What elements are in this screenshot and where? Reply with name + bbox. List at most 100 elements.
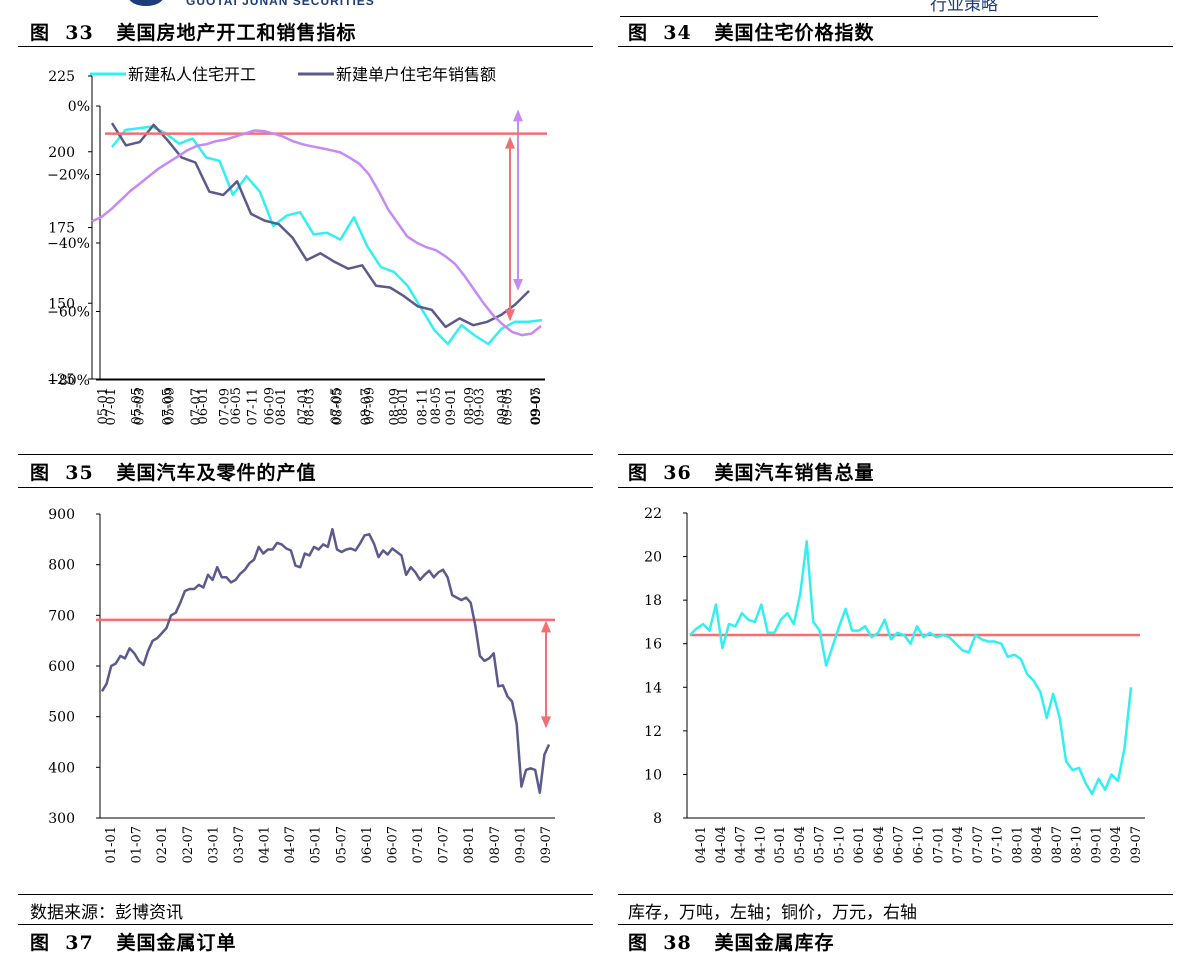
- y-tick-label: 300: [48, 811, 75, 827]
- axis-note: 库存，万吨，左轴；铜价，万元，右轴: [628, 903, 917, 923]
- y-tick-label: 18: [644, 593, 662, 609]
- x-tick-label: 06-09: [263, 387, 278, 424]
- x-tick-label: 08-07: [359, 388, 374, 425]
- source-note: 数据来源：彭博资讯: [30, 903, 183, 923]
- x-tick-label: 09-03: [472, 388, 487, 425]
- header-rule: [620, 16, 1098, 17]
- x-tick-label: 01-01: [104, 826, 119, 863]
- x-tick-label: 04-01: [258, 826, 273, 863]
- x-tick-label: 08-01: [396, 387, 411, 424]
- x-tick-label: 08-09: [387, 388, 402, 425]
- y-tick-label: 225: [48, 69, 75, 85]
- y-tick-label: 12: [644, 724, 662, 740]
- panel-title-35: 图 35 美国汽车及零件的产值: [30, 462, 317, 484]
- x-tick-label: 06-05: [229, 387, 244, 424]
- annotation-arrow-head-top: [541, 620, 551, 633]
- legend-label: 新建单户住宅年销售额: [336, 65, 496, 84]
- x-tick-label: 04-04: [714, 826, 729, 863]
- legend-label: 新建私人住宅开工: [128, 65, 256, 84]
- x-tick-label: 08-11: [416, 388, 431, 425]
- x-tick-label: 08-05: [429, 387, 444, 424]
- x-tick-label: 05-01: [96, 387, 111, 424]
- y-tick-label: −20%: [47, 168, 90, 184]
- x-tick-label: 04-10: [753, 826, 768, 863]
- panel-rule: [18, 454, 593, 455]
- series-line-1: [91, 129, 542, 337]
- x-tick-label: 09-05: [501, 388, 516, 425]
- x-tick-label: 05-07: [813, 826, 828, 863]
- series-line-1: [100, 527, 551, 794]
- y-tick-label: −80%: [47, 373, 90, 389]
- y-tick-label: 500: [48, 710, 75, 726]
- panel-title-33: 图 33 美国房地产开工和销售指标: [30, 22, 357, 44]
- x-tick-label: 07-01: [931, 826, 946, 863]
- x-tick-label: 09-07: [539, 826, 554, 863]
- x-tick-label: 04-01: [694, 826, 709, 863]
- annotation-arrow-head-top: [513, 109, 523, 122]
- x-tick-label: 08-01: [1010, 826, 1025, 863]
- x-tick-label: 07-07: [189, 388, 204, 425]
- y-tick-label: 22: [644, 506, 662, 522]
- x-tick-label: 06-01: [196, 387, 211, 424]
- header-section-name: 行业策略: [930, 0, 998, 15]
- y-tick-label: 125: [48, 372, 75, 388]
- x-tick-label: 08-07: [488, 826, 503, 863]
- series-line-1: [111, 125, 543, 346]
- x-tick-label: 07-07: [971, 826, 986, 863]
- x-tick-label: 08-01: [274, 388, 289, 425]
- x-tick-label: 05-05: [129, 387, 144, 424]
- x-tick-label: 07-04: [951, 826, 966, 863]
- x-tick-label: 07-01: [411, 826, 426, 863]
- y-tick-label: 0%: [68, 99, 90, 115]
- y-tick-label: 10: [644, 767, 662, 783]
- x-tick-label: 08-01: [462, 826, 477, 863]
- x-tick-label: 04-07: [283, 826, 298, 863]
- panel-rule: [618, 454, 1173, 455]
- x-tick-label: 06-10: [912, 826, 927, 863]
- panel-rule: [618, 924, 1173, 925]
- x-tick-label: 05-04: [793, 826, 808, 863]
- panel-rule: [18, 894, 593, 895]
- x-tick-label: 08-05: [331, 388, 346, 425]
- x-tick-label: 06-07: [385, 826, 400, 863]
- x-tick-label: 01-07: [130, 826, 145, 863]
- x-tick-label: 09-01: [1089, 826, 1104, 863]
- x-tick-label: 06-01: [360, 826, 375, 863]
- annotation-arrow-head-bottom: [505, 309, 515, 322]
- x-tick-label: 03-07: [232, 826, 247, 863]
- x-tick-label: 02-07: [181, 826, 196, 863]
- x-tick-label: 05-10: [832, 826, 847, 863]
- x-tick-label: 08-09: [462, 387, 477, 424]
- x-tick-label: 09-01: [496, 387, 511, 424]
- panel-rule: [618, 894, 1173, 895]
- annotation-arrow-head-top: [505, 136, 515, 149]
- x-tick-label: 04-07: [734, 826, 749, 863]
- x-tick-label: 05-07: [334, 826, 349, 863]
- x-tick-label: 07-11: [246, 388, 261, 425]
- y-tick-label: 20: [644, 550, 662, 566]
- panel-title-34: 图 34 美国住宅价格指数: [628, 22, 875, 44]
- annotation-arrow-head-bottom: [541, 716, 551, 729]
- x-tick-label: 07-10: [991, 826, 1006, 863]
- x-tick-label: 03-01: [206, 826, 221, 863]
- chart-housing-starts-sales: 0% −20% −40% −60% −80% 07-01 07-03 07-05 07-07 07…: [47, 65, 545, 425]
- series-line-1: [689, 540, 1133, 796]
- x-tick-label: 07-03: [132, 388, 147, 425]
- y-tick-label: 200: [48, 145, 75, 161]
- y-tick-label: 8: [653, 811, 662, 827]
- x-tick-label: 09-07: [1129, 826, 1144, 863]
- panel-rule: [618, 487, 1173, 488]
- panel-rule: [18, 924, 593, 925]
- x-tick-label: 09-04: [1109, 826, 1124, 863]
- chart-house-price-index: 225 200 175 150 125 05-01 05-05 05-09 06-01 06-05…: [48, 69, 547, 424]
- x-tick-label: 08-07: [1050, 826, 1065, 863]
- brand-logo: [128, 0, 164, 6]
- y-tick-label: 700: [48, 608, 75, 624]
- y-tick-label: 600: [48, 659, 75, 675]
- x-tick-label: 07-05: [161, 388, 176, 425]
- x-tick-label: 06-01: [852, 826, 867, 863]
- panel-title-36: 图 36 美国汽车销售总量: [628, 462, 875, 484]
- x-tick-label: 07-01: [296, 387, 311, 424]
- annotation-arrow-head-bottom: [513, 278, 523, 291]
- x-tick-label: 08-03: [302, 388, 317, 425]
